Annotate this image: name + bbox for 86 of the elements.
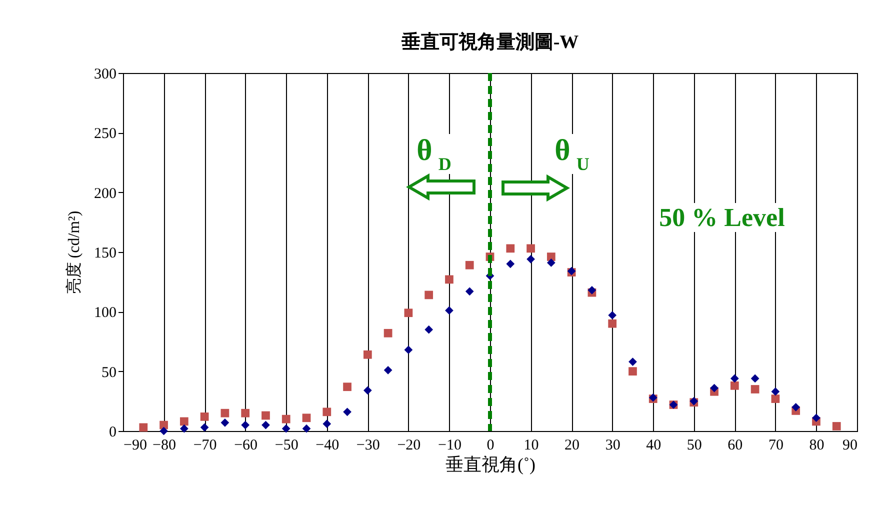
point bbox=[628, 358, 637, 366]
annotation: θ$_{D}$ bbox=[416, 134, 452, 174]
point bbox=[363, 386, 372, 395]
point bbox=[322, 408, 332, 416]
point bbox=[262, 420, 270, 430]
point bbox=[628, 367, 637, 376]
x-tick-label: −50 bbox=[274, 438, 298, 454]
y-tick-label: 200 bbox=[94, 186, 116, 202]
x-tick-label: −40 bbox=[316, 438, 340, 454]
point bbox=[200, 412, 209, 421]
point bbox=[302, 424, 311, 433]
point bbox=[282, 424, 290, 433]
x-tick-label: −90 bbox=[124, 438, 147, 454]
point bbox=[771, 387, 780, 396]
point bbox=[200, 423, 209, 432]
y-tick-label: 0 bbox=[109, 424, 116, 440]
point bbox=[750, 385, 760, 394]
point bbox=[180, 424, 188, 433]
point bbox=[424, 325, 434, 334]
point bbox=[160, 420, 168, 430]
point bbox=[404, 308, 413, 318]
point bbox=[465, 260, 474, 270]
point bbox=[139, 423, 148, 432]
point bbox=[832, 422, 841, 430]
point bbox=[220, 408, 230, 418]
x-tick-label: 90 bbox=[842, 438, 858, 454]
point bbox=[363, 350, 372, 359]
x-tick-label: −10 bbox=[438, 438, 462, 454]
point bbox=[343, 408, 352, 416]
y-tick-label: 150 bbox=[94, 246, 116, 262]
annotation: θ$_{U}$ bbox=[554, 134, 590, 174]
y-tick-label: 100 bbox=[94, 305, 116, 322]
x-tick-label: 30 bbox=[605, 438, 620, 454]
x-tick-label: −80 bbox=[152, 438, 176, 454]
point bbox=[302, 414, 311, 422]
point bbox=[608, 311, 617, 320]
point bbox=[588, 286, 596, 294]
point bbox=[546, 252, 556, 261]
y-axis-title: 亮度 (cd/m²) bbox=[65, 210, 83, 294]
point bbox=[526, 254, 535, 264]
x-tick-label: 60 bbox=[728, 438, 743, 454]
point bbox=[180, 417, 188, 426]
point bbox=[750, 374, 760, 383]
point bbox=[608, 319, 617, 328]
x-tick-label: 50 bbox=[686, 438, 702, 454]
point bbox=[771, 394, 780, 403]
point bbox=[710, 384, 718, 392]
x-tick-label: −70 bbox=[193, 438, 217, 454]
point bbox=[445, 275, 454, 284]
x-tick-label: −30 bbox=[356, 438, 380, 454]
x-tick-label: 80 bbox=[809, 438, 824, 454]
point bbox=[730, 381, 739, 390]
x-tick-label: 20 bbox=[564, 438, 580, 454]
chart-title: 垂直可視角量測圖-W bbox=[400, 31, 579, 53]
point bbox=[282, 414, 290, 424]
y-tick-label: 250 bbox=[94, 126, 116, 142]
x-tick-label: 10 bbox=[524, 438, 539, 454]
x-tick-label: 70 bbox=[768, 438, 784, 454]
x-tick-label: 0 bbox=[486, 438, 494, 454]
annotation: 50 % Level bbox=[659, 203, 785, 232]
y-tick-label: 50 bbox=[102, 364, 116, 381]
point bbox=[730, 374, 739, 383]
point bbox=[546, 258, 556, 267]
point bbox=[506, 260, 515, 268]
point bbox=[465, 287, 474, 296]
point bbox=[526, 244, 535, 253]
point bbox=[343, 382, 352, 392]
point bbox=[404, 346, 413, 354]
x-tick-label: −20 bbox=[397, 438, 421, 454]
point bbox=[262, 411, 270, 420]
point bbox=[220, 418, 230, 427]
point bbox=[506, 244, 515, 253]
point bbox=[322, 420, 332, 428]
point bbox=[160, 426, 168, 436]
x-axis-title: 垂直視角(˚) bbox=[446, 454, 536, 474]
x-tick-label: 40 bbox=[646, 438, 662, 454]
point bbox=[424, 290, 434, 300]
point bbox=[241, 408, 250, 418]
point bbox=[812, 414, 820, 422]
x-tick-label: −60 bbox=[234, 438, 258, 454]
point bbox=[384, 328, 392, 338]
point bbox=[384, 366, 392, 374]
point bbox=[241, 420, 250, 430]
point bbox=[792, 402, 800, 412]
point bbox=[445, 306, 454, 315]
y-tick-label: 300 bbox=[94, 66, 116, 82]
